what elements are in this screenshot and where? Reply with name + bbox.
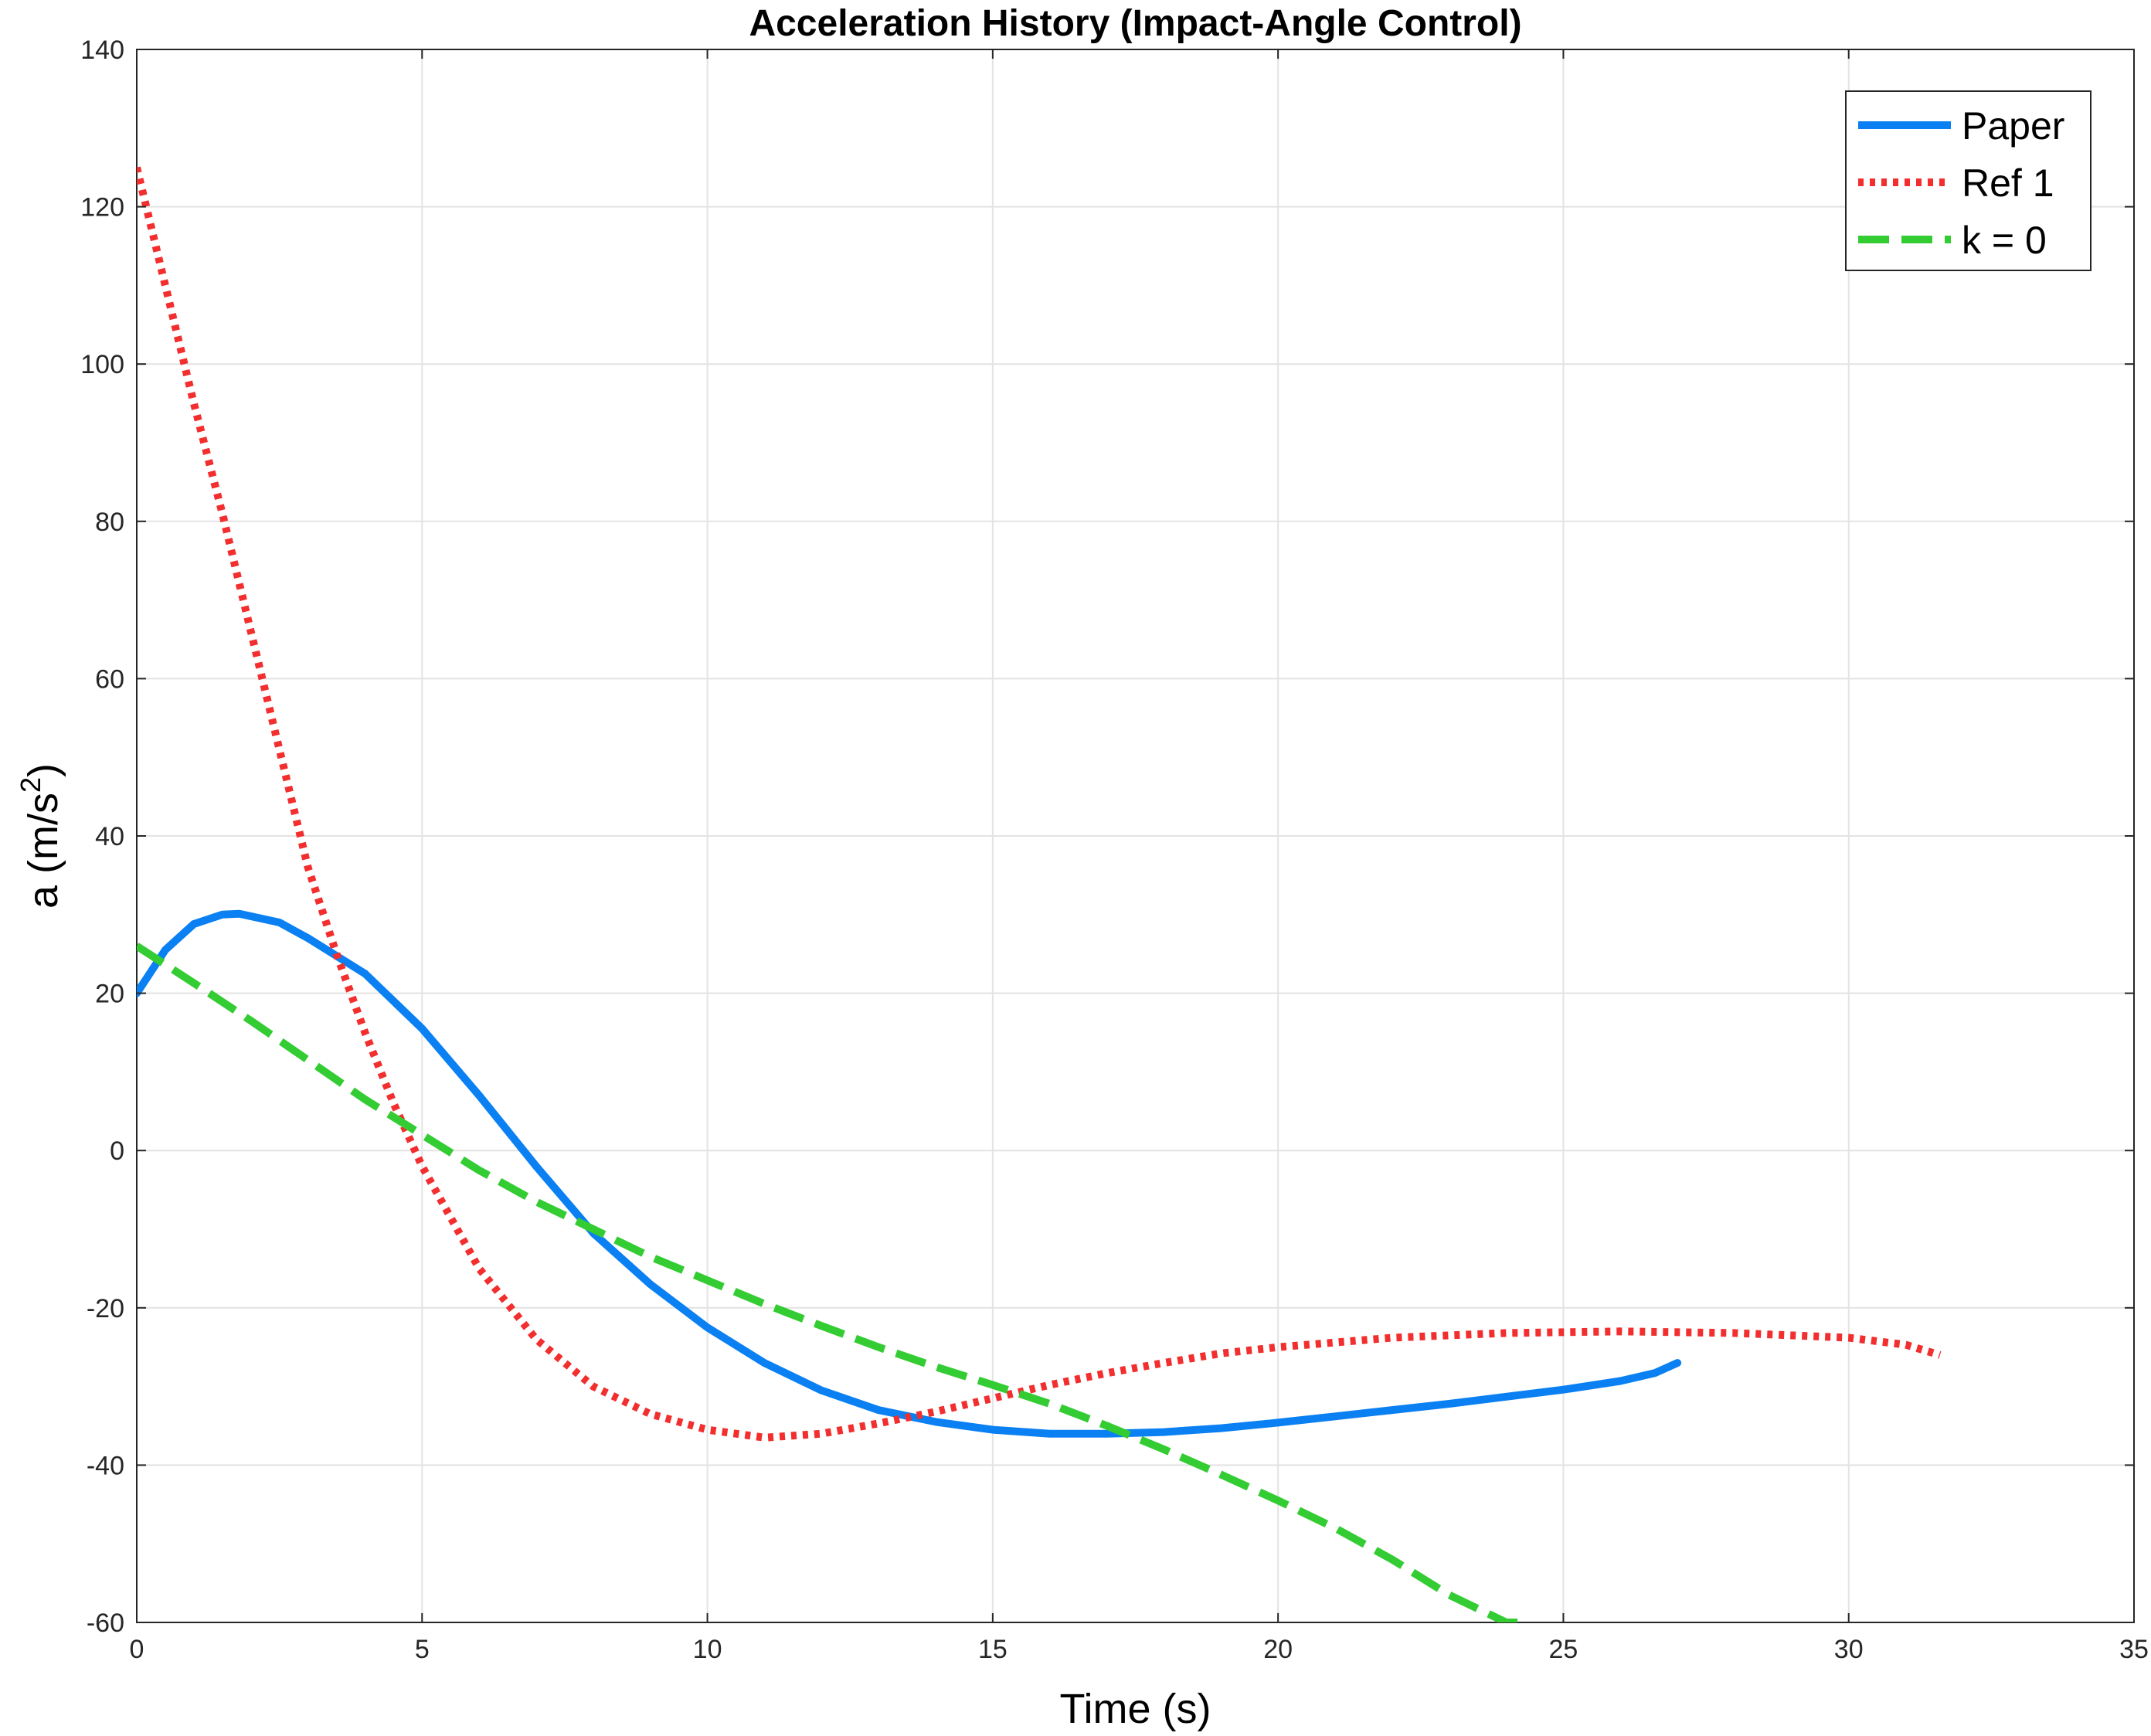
y-tick-label: 40 [95,822,124,851]
series-layer [137,166,1942,1622]
y-tick-label: -60 [87,1609,124,1638]
series-line-paper [137,909,1682,1438]
tick-labels: 0 5 10 15 20 25 30 35 -60 -40 -20 0 20 40 60 80 100 120 14… [80,36,2149,1664]
y-tick-label: 80 [95,508,124,537]
series-line-k-0 [137,943,1518,1622]
y-tick-label: 60 [95,664,124,694]
chart-title: Acceleration History (Impact-Angle Contr… [749,3,1521,44]
legend-label: Ref 1 [1962,161,2054,205]
y-tick-label: 0 [110,1136,124,1166]
series-line-ref-1 [137,166,1942,1442]
y-axis-label-superscript: 2 [15,777,46,793]
x-axis-label: Time (s) [1060,1686,1211,1732]
grid-lines [137,49,2134,1622]
legend-label: Paper [1962,104,2064,148]
x-tick-label: 20 [1263,1635,1293,1664]
legend: Paper Ref 1 k = 0 [1845,90,2092,271]
legend-label: k = 0 [1962,219,2047,262]
y-tick-label: -20 [87,1294,124,1323]
x-tick-label: 35 [2119,1635,2149,1664]
axis-ticks [136,49,2135,1623]
x-tick-label: 5 [415,1635,430,1664]
y-axis-label-close: ) [20,763,66,777]
x-tick-label: 15 [978,1635,1008,1664]
y-tick-label: 20 [95,980,124,1009]
y-tick-label: -40 [87,1451,124,1480]
y-axis-label: a (m/s2) [15,763,66,909]
x-tick-label: 25 [1549,1635,1578,1664]
y-tick-label: 140 [80,36,124,65]
x-tick-label: 30 [1834,1635,1864,1664]
y-tick-label: 120 [80,193,124,223]
y-axis-label-main: a (m/s [20,793,66,909]
x-tick-label: 10 [693,1635,722,1664]
x-tick-label: 0 [130,1635,144,1664]
y-tick-label: 100 [80,350,124,379]
